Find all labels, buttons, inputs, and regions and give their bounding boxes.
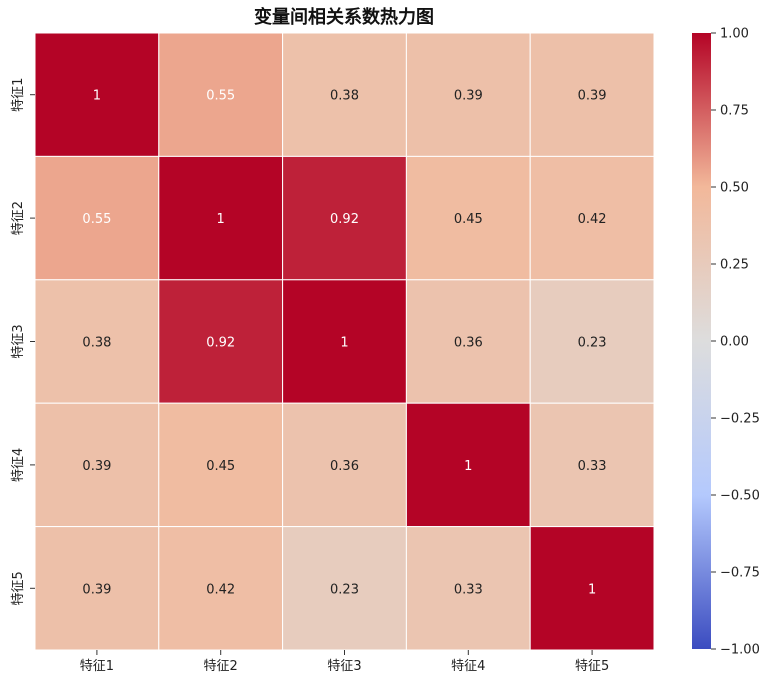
x-tick-label: 特征4 [451, 659, 485, 674]
cell-value-label: 0.45 [206, 459, 235, 474]
y-tick-label: 特征2 [11, 201, 26, 235]
x-tick-label: 特征3 [327, 659, 361, 674]
cell-value-label: 0.33 [578, 459, 607, 474]
colorbar-tick-label: 0.75 [720, 104, 749, 119]
heatmap-cell [529, 526, 655, 651]
cell-value-label: 0.39 [578, 89, 607, 104]
colorbar-tick-label: −0.25 [720, 412, 760, 427]
heatmap-cell [405, 32, 531, 157]
cell-value-label: 0.42 [206, 582, 235, 597]
colorbar-tick-label: −0.50 [720, 489, 760, 504]
colorbar-tick-label: −1.00 [720, 643, 760, 658]
x-tick-label: 特征2 [204, 659, 238, 674]
cell-value-label: 0.55 [82, 212, 111, 227]
heatmap-cell [529, 155, 655, 281]
cell-value-label: 0.39 [454, 89, 483, 104]
heatmap-cell [158, 279, 284, 404]
y-tick-label: 特征5 [11, 571, 26, 605]
x-axis-ticks: 特征1 特征2 特征3 特征4 特征5 [80, 650, 609, 674]
cell-value-label: 0.36 [454, 336, 483, 351]
cell-value-label: 1 [93, 89, 101, 104]
colorbar-tick-label: −0.75 [720, 566, 760, 581]
heatmap-cell [282, 279, 407, 404]
x-tick-label: 特征5 [575, 659, 609, 674]
y-axis-ticks: 特征1 特征2 特征3 特征4 特征5 [11, 78, 35, 605]
cell-value-label: 0.38 [330, 89, 359, 104]
heatmap-cells: 1 0.55 0.38 0.39 0.39 0.55 1 0.92 0.45 0.42 0.38 0.… [34, 32, 655, 651]
cell-value-label: 0.39 [82, 459, 111, 474]
cell-value-label: 1 [217, 212, 225, 227]
cell-value-label: 0.45 [454, 212, 483, 227]
cell-value-label: 0.39 [82, 582, 111, 597]
cell-value-label: 0.36 [330, 459, 359, 474]
colorbar-tick-label: 0.00 [720, 335, 749, 350]
cell-value-label: 0.92 [206, 336, 235, 351]
colorbar-tick-label: 0.50 [720, 181, 749, 196]
heatmap-cell [405, 402, 531, 528]
heatmap-cell [34, 32, 160, 157]
y-tick-label: 特征1 [11, 78, 26, 112]
heatmap-cell [529, 402, 655, 528]
cell-value-label: 0.55 [206, 89, 235, 104]
heatmap-cell [282, 526, 407, 651]
heatmap-cell [405, 279, 531, 404]
heatmap-cell [282, 32, 407, 157]
y-tick-label: 特征3 [11, 324, 26, 358]
cell-value-label: 0.23 [330, 582, 359, 597]
cell-value-label: 1 [588, 582, 596, 597]
colorbar: 1.00 0.75 0.50 0.25 0.00 −0.25 −0.50 −0.75 −1.00 [692, 27, 760, 658]
heatmap-cell [529, 279, 655, 404]
heatmap-cell [34, 155, 160, 281]
heatmap-cell [158, 32, 284, 157]
cell-value-label: 0.33 [454, 582, 483, 597]
cell-value-label: 1 [464, 459, 472, 474]
colorbar-tick-label: 1.00 [720, 27, 749, 42]
cell-value-label: 0.42 [578, 212, 607, 227]
cell-value-label: 0.23 [578, 336, 607, 351]
colorbar-tick-label: 0.25 [720, 258, 749, 273]
y-tick-label: 特征4 [11, 448, 26, 482]
heatmap-cell [282, 402, 407, 528]
heatmap-cell [282, 155, 407, 281]
cell-value-label: 0.38 [82, 336, 111, 351]
cell-value-label: 1 [340, 336, 348, 351]
heatmap-cell [34, 526, 160, 651]
colorbar-gradient [692, 33, 711, 649]
heatmap-cell [158, 526, 284, 651]
heatmap-cell [529, 32, 655, 157]
x-tick-label: 特征1 [80, 659, 114, 674]
heatmap-cell [158, 402, 284, 528]
chart-title: 变量间相关系数热力图 [254, 6, 434, 28]
cell-value-label: 0.92 [330, 212, 359, 227]
